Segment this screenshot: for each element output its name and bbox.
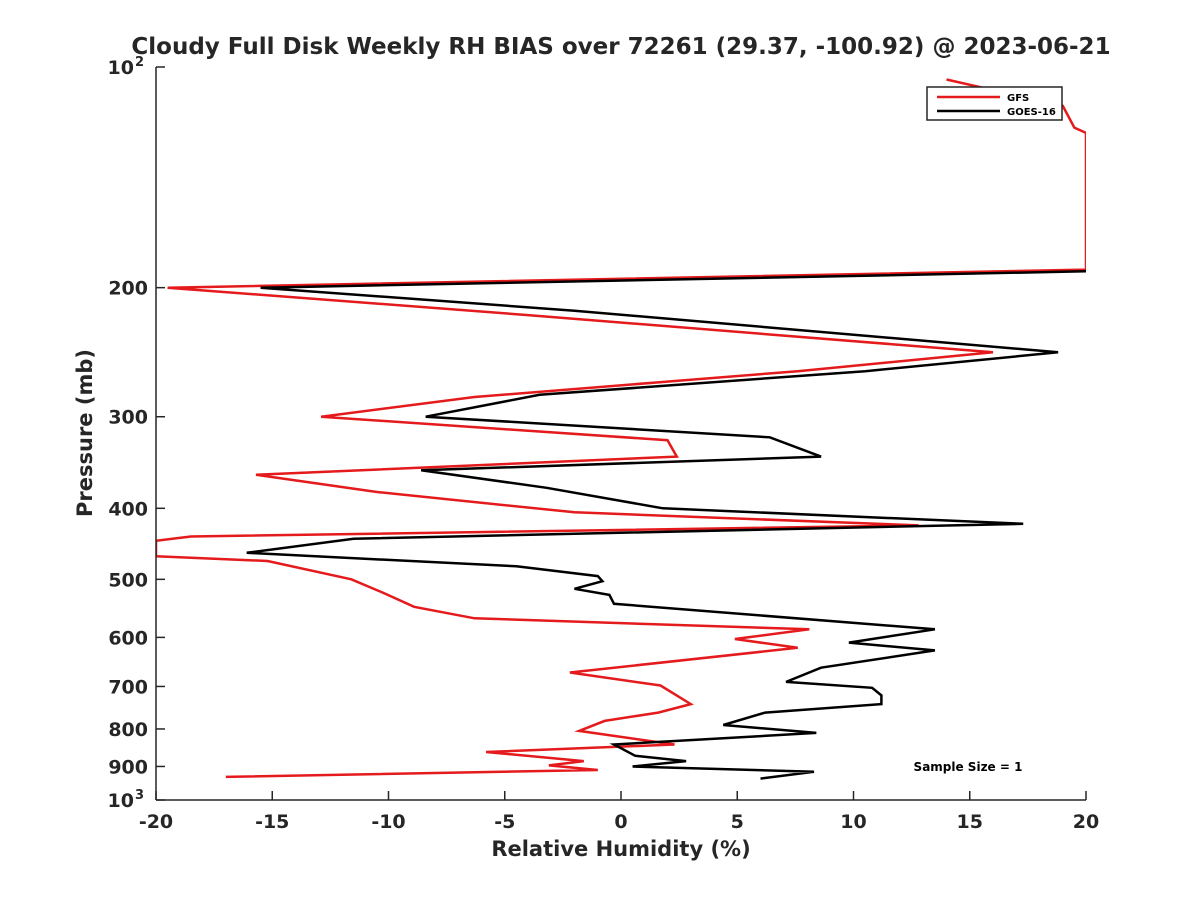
y-tick-exponent: 3 <box>135 788 144 803</box>
y-tick-label: 400 <box>108 498 148 520</box>
legend-label-goes16: GOES-16 <box>1007 107 1056 118</box>
x-tick-label: -5 <box>494 811 515 833</box>
y-tick-label: 600 <box>108 627 148 649</box>
x-tick-label: -20 <box>139 811 173 833</box>
x-axis-ticks: -20 -15 -10 -5 0 5 10 15 20 <box>139 791 1099 833</box>
legend: GFS GOES-16 <box>926 86 1063 121</box>
y-tick-exponent: 2 <box>135 55 144 70</box>
y-tick-label: 900 <box>108 756 148 778</box>
y-tick-label: 200 <box>108 278 148 300</box>
series-line-gfs <box>156 78 1086 779</box>
x-tick-label: 15 <box>957 811 983 833</box>
legend-label-gfs: GFS <box>1007 93 1029 104</box>
x-tick-label: 5 <box>731 811 744 833</box>
y-tick-label: 300 <box>108 407 148 429</box>
y-axis-label: Pressure (mb) <box>73 349 97 517</box>
plot-area <box>156 78 1086 780</box>
y-tick-label: 10 <box>108 790 134 812</box>
x-tick-label: 0 <box>614 811 627 833</box>
x-axis-label: Relative Humidity (%) <box>491 837 750 861</box>
y-tick-label: 700 <box>108 676 148 698</box>
y-tick-label: 10 <box>108 57 134 79</box>
y-tick-label: 800 <box>108 719 148 741</box>
x-tick-label: 10 <box>840 811 866 833</box>
series-group <box>156 78 1086 780</box>
y-tick-label: 500 <box>108 569 148 591</box>
legend-box <box>926 86 1063 121</box>
series-line-goes16 <box>246 270 1086 780</box>
chart-title: Cloudy Full Disk Weekly RH BIAS over 722… <box>131 34 1110 60</box>
x-tick-label: -15 <box>255 811 289 833</box>
x-tick-label: -10 <box>371 811 405 833</box>
x-tick-label: 20 <box>1073 811 1099 833</box>
sample-size-annotation: Sample Size = 1 <box>914 760 1023 774</box>
